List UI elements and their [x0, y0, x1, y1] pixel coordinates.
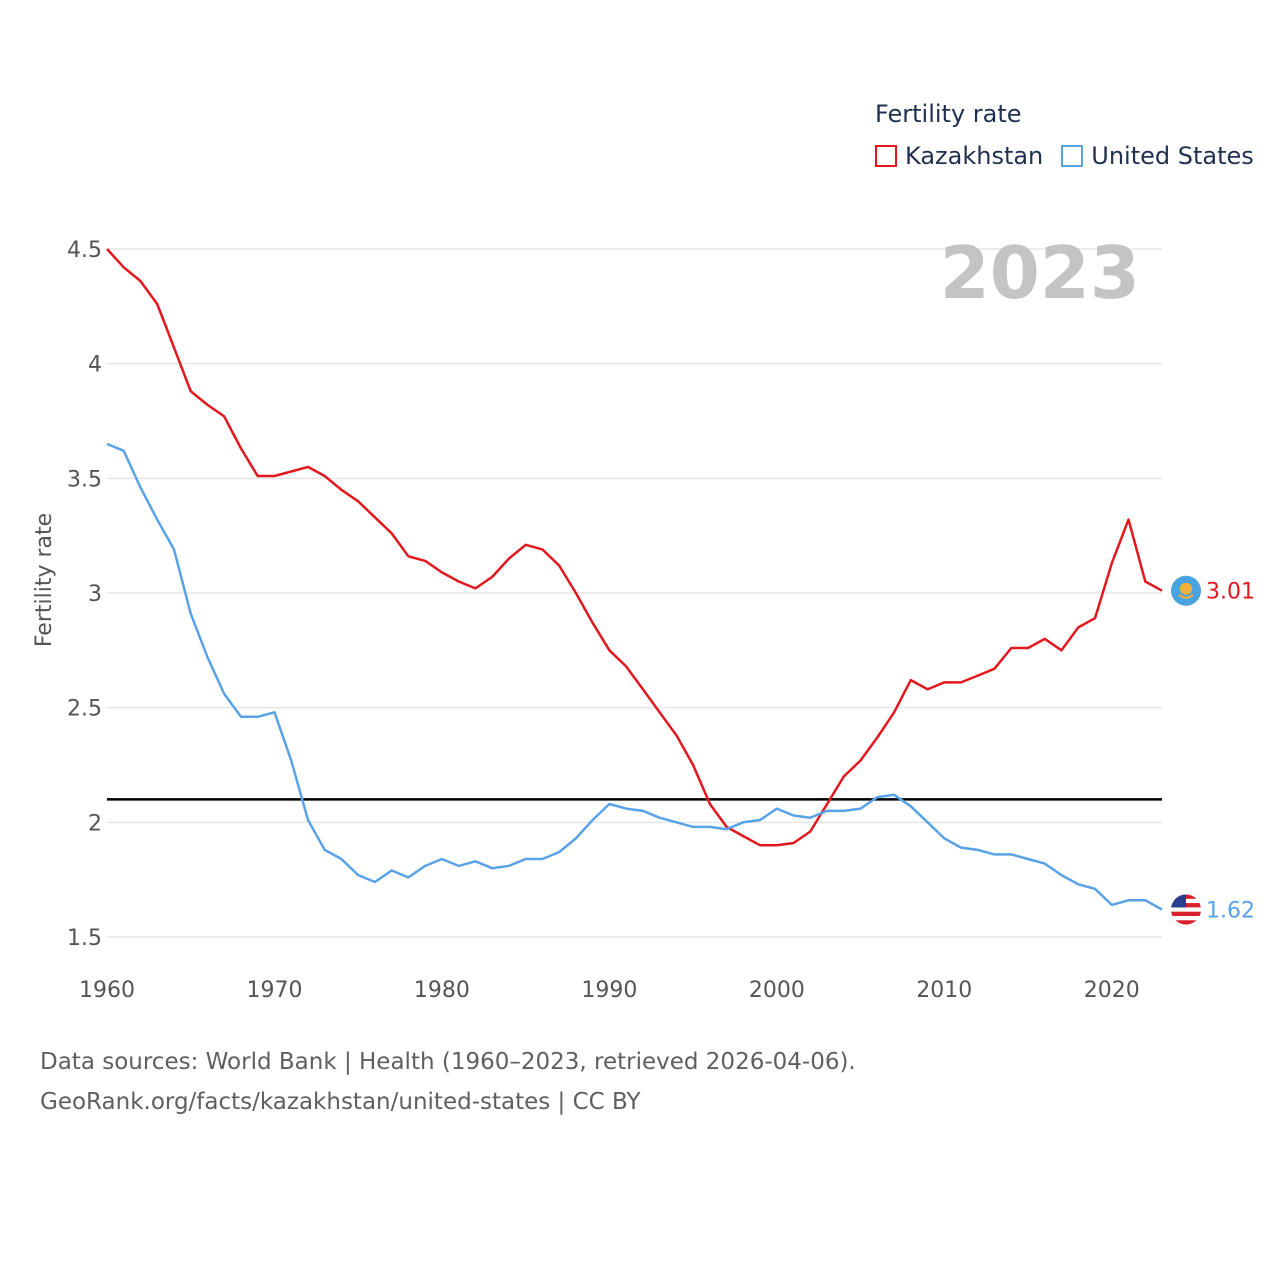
y-tick-label: 4.5: [67, 238, 102, 263]
x-tick-label: 1960: [79, 978, 135, 1003]
x-tick-label: 2000: [749, 978, 805, 1003]
y-tick-label: 2.5: [67, 697, 102, 722]
y-axis-label: Fertility rate: [32, 513, 57, 647]
united-states-end-label: 1.62: [1206, 898, 1255, 923]
legend-label-kazakhstan: Kazakhstan: [905, 142, 1044, 170]
x-tick-label: 2010: [916, 978, 972, 1003]
kazakhstan-flag-icon: [1171, 575, 1201, 606]
series-line-kazakhstan[interactable]: [106, 248, 1163, 847]
x-tick-label: 1980: [414, 978, 470, 1003]
legend-item-kazakhstan[interactable]: Kazakhstan: [875, 142, 1043, 170]
footer: Data sources: World Bank | Health (1960–…: [40, 1042, 856, 1122]
y-axis-ticks: 1.5 2 2.5 3 3.5 4 4.5: [67, 238, 102, 951]
legend-item-united-states[interactable]: United States: [1061, 142, 1254, 170]
x-tick-label: 1990: [581, 978, 637, 1003]
legend-swatch-kazakhstan: [875, 145, 897, 167]
data-source-text: Data sources: World Bank | Health (1960–…: [40, 1049, 856, 1075]
x-axis-ticks: 1960 1970 1980 1990 2000 2010 2020: [79, 978, 1140, 1003]
legend: Kazakhstan United States: [875, 142, 1272, 170]
gridlines: [107, 248, 1162, 938]
y-tick-label: 2: [88, 811, 102, 836]
y-tick-label: 1.5: [67, 926, 102, 951]
x-tick-label: 2020: [1084, 978, 1140, 1003]
series-line-united-states[interactable]: [106, 442, 1163, 911]
x-tick-label: 1970: [246, 978, 302, 1003]
end-markers: [1171, 575, 1201, 925]
legend-swatch-united-states: [1061, 145, 1084, 167]
source-link[interactable]: GeoRank.org/facts/kazakhstan/united-stat…: [40, 1089, 641, 1115]
united-states-flag-icon: [1171, 894, 1201, 925]
y-tick-label: 4: [88, 353, 102, 378]
current-year-label: 2023: [940, 231, 1140, 315]
kazakhstan-end-label: 3.01: [1206, 580, 1255, 605]
y-tick-label: 3.5: [67, 467, 102, 492]
y-tick-label: 3: [88, 582, 102, 607]
legend-title: Fertility rate: [875, 100, 1022, 128]
legend-label-united-states: United States: [1091, 142, 1254, 170]
series-lines: [106, 248, 1163, 911]
